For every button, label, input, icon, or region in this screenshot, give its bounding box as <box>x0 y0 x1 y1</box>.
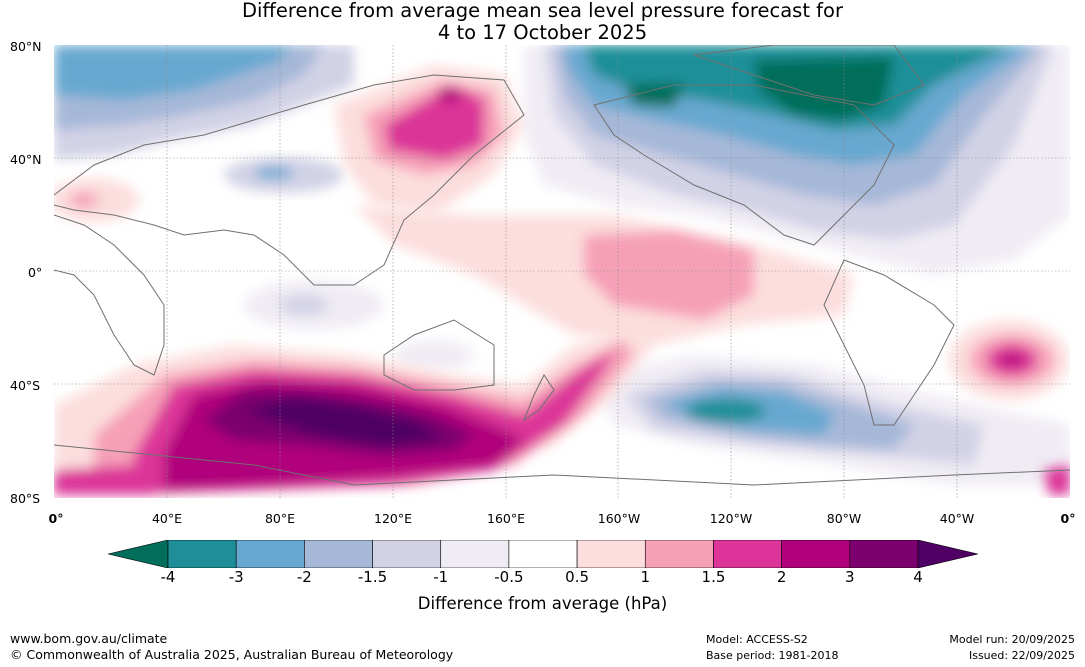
lat-label-40n: 40°N <box>10 152 42 167</box>
footer-url: www.bom.gov.au/climate <box>10 631 168 646</box>
colorbar <box>107 539 979 569</box>
colorbar-segment <box>372 539 442 569</box>
lon-label-40w: 40°W <box>939 511 975 526</box>
colorbar-segment <box>849 539 919 569</box>
footer-copyright: © Commonwealth of Australia 2025, Austra… <box>10 647 454 662</box>
colorbar-tick-label: -2 <box>296 568 312 586</box>
indian-ocean-negative <box>244 280 474 370</box>
anomaly-map <box>54 45 1070 498</box>
graticule <box>54 45 1070 498</box>
colorbar-tick-label: -3 <box>228 568 244 586</box>
coastlines <box>54 45 1070 486</box>
colorbar-tick-label: -1 <box>433 568 449 586</box>
lat-label-80n: 80°N <box>10 39 42 54</box>
colorbar-svg <box>107 539 979 569</box>
colorbar-segment <box>508 539 578 569</box>
lon-label-0-left: 0° <box>48 511 64 526</box>
colorbar-label: Difference from average (hPa) <box>417 594 668 613</box>
lon-label-80e: 80°E <box>264 511 296 526</box>
south-atlantic-positive <box>949 320 1069 400</box>
colorbar-tick-label: -1.5 <box>357 568 388 586</box>
siberia-positive <box>334 65 524 215</box>
colorbar-segment <box>781 539 851 569</box>
lon-label-120w: 120°W <box>709 511 753 526</box>
title-line-1: Difference from average mean sea level p… <box>242 0 843 22</box>
colorbar-tick-label: 3 <box>845 568 855 586</box>
lon-label-40e: 40°E <box>151 511 183 526</box>
colorbar-segment <box>713 539 782 569</box>
colorbar-tick-label: 4 <box>913 568 923 586</box>
lon-label-160e: 160°E <box>486 511 526 526</box>
lon-label-160w: 160°W <box>597 511 641 526</box>
colorbar-segment <box>235 539 305 569</box>
title-line-2: 4 to 17 October 2025 <box>437 21 648 44</box>
lon-label-0-right: 0° <box>1060 511 1076 526</box>
colorbar-tick-label: -4 <box>160 568 176 586</box>
colorbar-tick-label: 1.5 <box>701 568 726 586</box>
lon-label-120e: 120°E <box>373 511 413 526</box>
colorbar-tick-label: 0.5 <box>565 568 590 586</box>
footer-model-run: Model run: 20/09/2025 <box>949 633 1075 646</box>
small-central-asia-low <box>224 157 344 193</box>
colorbar-segment <box>576 539 646 569</box>
south-pacific-negative <box>594 355 1070 485</box>
footer-base-period: Base period: 1981-2018 <box>706 649 839 662</box>
southern-ocean-positive <box>54 325 1070 495</box>
colorbar-segment <box>644 539 714 569</box>
lat-label-40s: 40°S <box>10 378 41 393</box>
tropical-pacific-positive <box>354 205 854 345</box>
lat-label-80s: 80°S <box>10 491 41 506</box>
colorbar-tick-label: 1 <box>640 568 651 586</box>
map-svg <box>54 45 1070 498</box>
chart-title: Difference from average mean sea level p… <box>0 0 1085 44</box>
colorbar-segment <box>304 539 373 569</box>
lat-label-equator: 0° <box>28 265 43 280</box>
north-atlantic-europe-negative <box>54 45 354 160</box>
colorbar-tick-label: -0.5 <box>494 568 524 586</box>
colorbar-tick-label: 2 <box>776 568 787 586</box>
colorbar-extend-low <box>107 539 169 569</box>
europe-positive <box>54 178 139 222</box>
colorbar-extend-high <box>917 539 979 569</box>
footer-issued: Issued: 22/09/2025 <box>968 649 1075 662</box>
footer-model: Model: ACCESS-S2 <box>706 633 808 646</box>
colorbar-segment <box>167 539 237 569</box>
colorbar-segment <box>440 539 510 569</box>
lon-label-80w: 80°W <box>826 511 862 526</box>
